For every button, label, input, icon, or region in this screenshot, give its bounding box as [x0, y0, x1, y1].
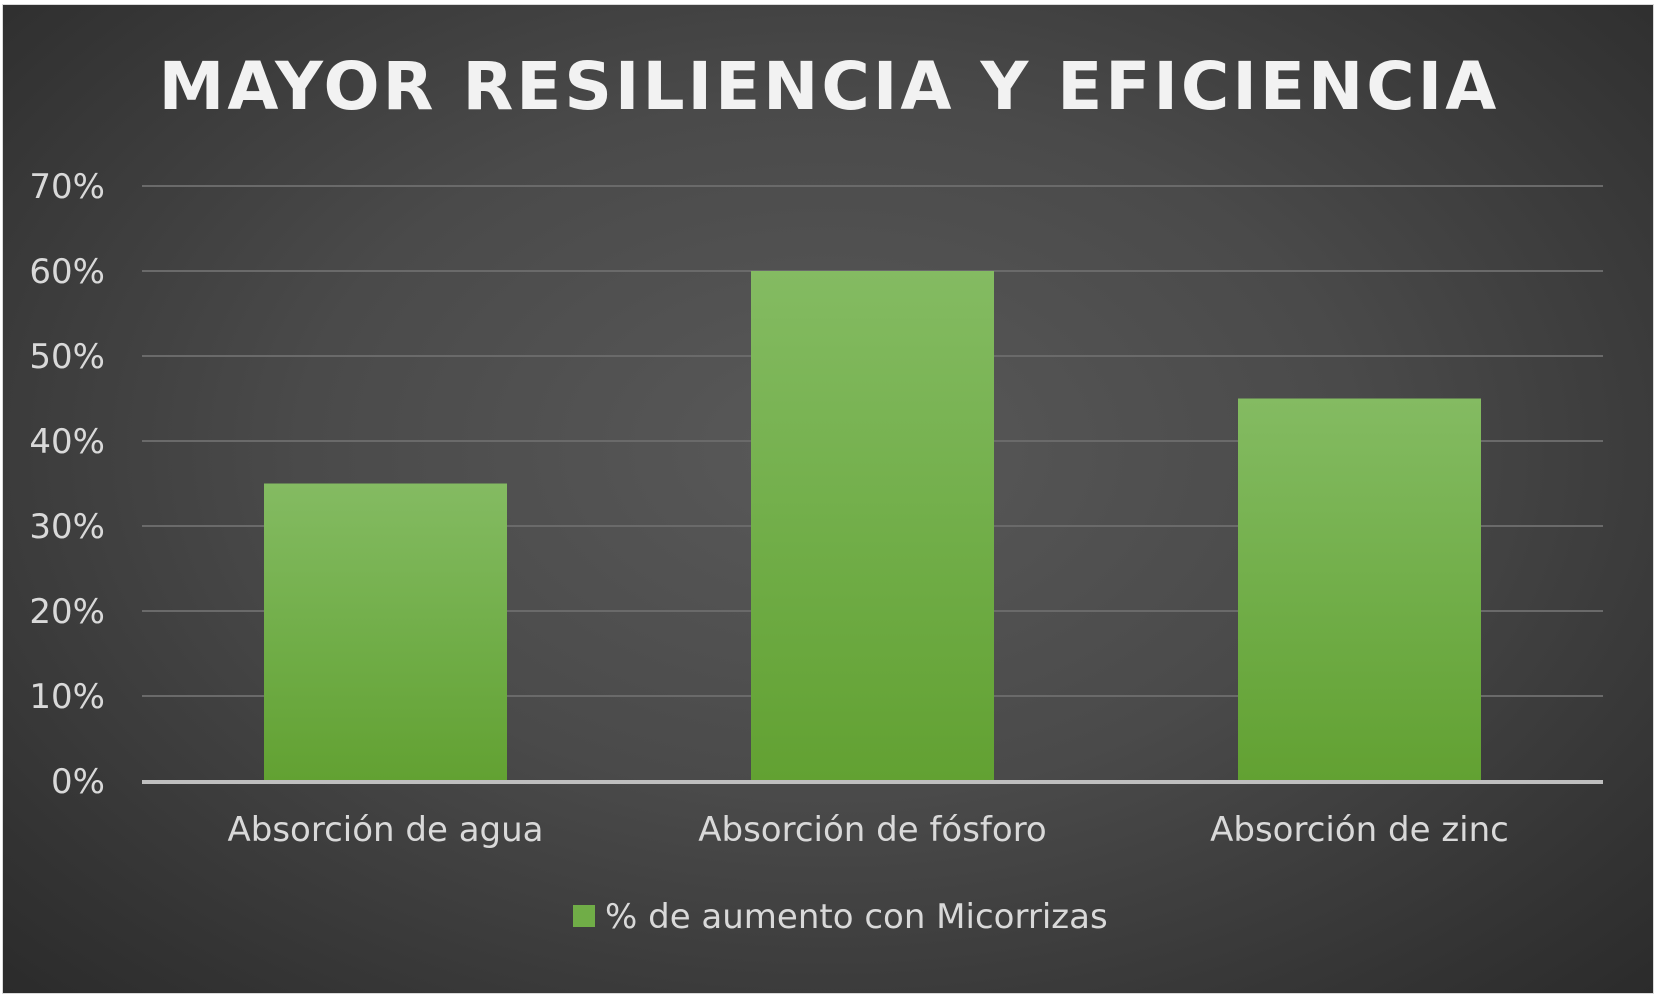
bar	[264, 483, 507, 781]
y-axis-ticks: 0% 10% 20% 30% 40% 50% 60% 70%	[29, 167, 105, 802]
x-tick-label: Absorción de agua	[228, 810, 544, 850]
y-tick-label: 20%	[29, 592, 105, 632]
legend: % de aumento con Micorrizas	[573, 897, 1108, 937]
y-tick-label: 0%	[51, 762, 105, 802]
y-tick-label: 40%	[29, 422, 105, 462]
bar-chart: MAYOR RESILIENCIA Y EFICIENCIA 0% 10% 20% 3…	[29, 48, 1603, 937]
y-tick-label: 10%	[29, 677, 105, 717]
y-tick-label: 50%	[29, 337, 105, 377]
chart-area: MAYOR RESILIENCIA Y EFICIENCIA 0% 10% 20% 3…	[2, 4, 1654, 994]
y-tick-label: 60%	[29, 252, 105, 292]
bar	[751, 271, 994, 781]
y-tick-label: 30%	[29, 507, 105, 547]
y-tick-label: 70%	[29, 167, 105, 207]
legend-label: % de aumento con Micorrizas	[605, 897, 1108, 937]
legend-swatch	[573, 905, 595, 927]
x-axis-ticks: Absorción de agua Absorción de fósforo Abs…	[228, 810, 1509, 850]
bars	[264, 271, 1481, 781]
chart-title: MAYOR RESILIENCIA Y EFICIENCIA	[159, 48, 1500, 125]
x-tick-label: Absorción de zinc	[1210, 810, 1509, 850]
bar	[1238, 398, 1481, 781]
x-tick-label: Absorción de fósforo	[698, 810, 1046, 850]
